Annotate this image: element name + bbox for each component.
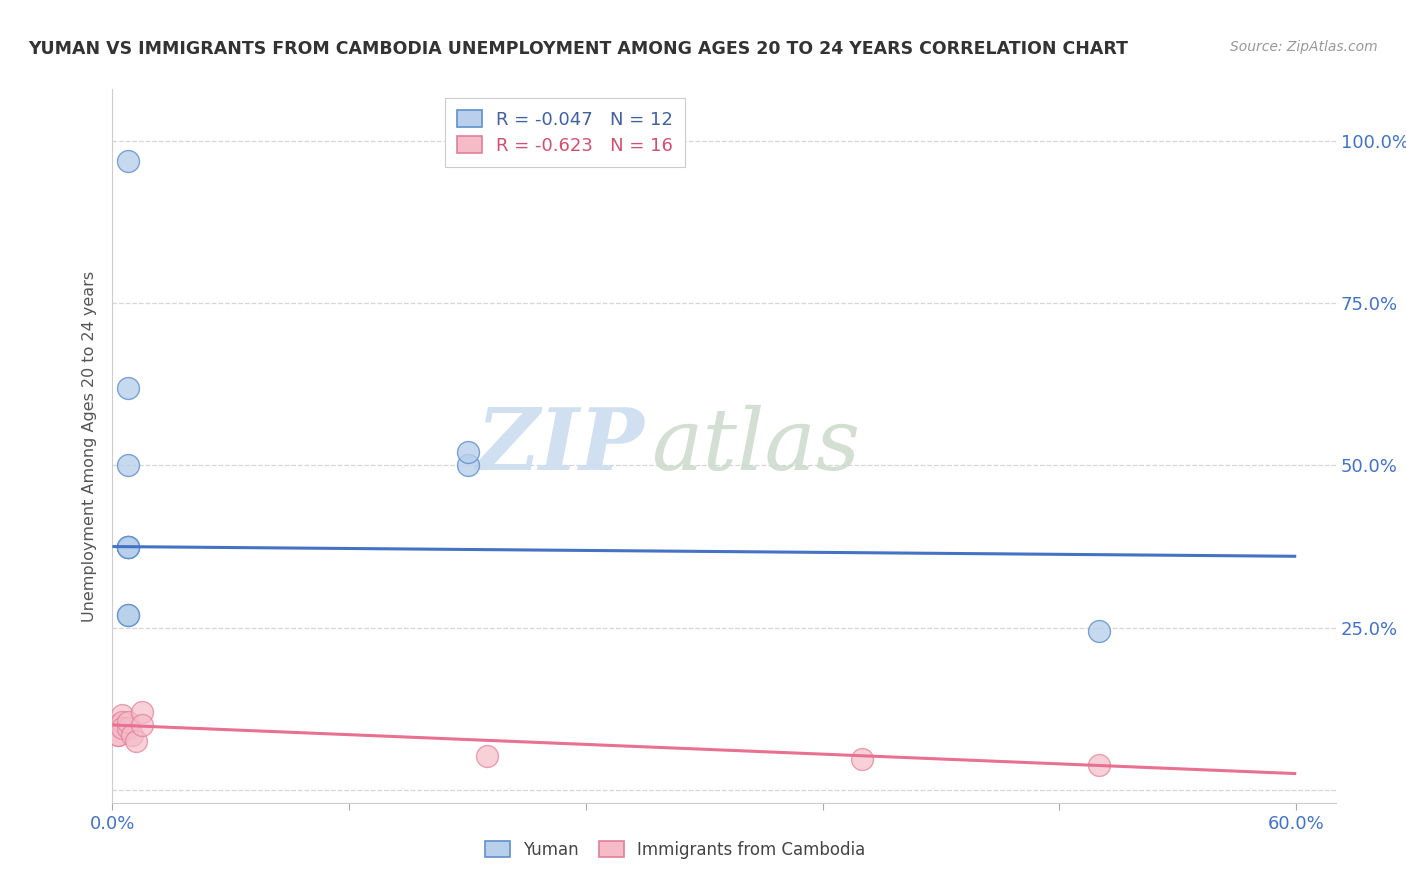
Point [1088, 624, 1111, 638]
Text: ZIP: ZIP [477, 404, 644, 488]
Point [851, 752, 873, 766]
Point [121, 728, 143, 742]
Point [117, 540, 139, 554]
Point [107, 718, 129, 732]
Legend: Yuman, Immigrants from Cambodia: Yuman, Immigrants from Cambodia [478, 835, 872, 866]
Point [131, 718, 153, 732]
Point [117, 153, 139, 168]
Point [117, 607, 139, 622]
Text: atlas: atlas [651, 405, 860, 487]
Point [117, 714, 139, 729]
Text: Source: ZipAtlas.com: Source: ZipAtlas.com [1230, 40, 1378, 54]
Point [117, 540, 139, 554]
Point [117, 458, 139, 473]
Y-axis label: Unemployment Among Ages 20 to 24 years: Unemployment Among Ages 20 to 24 years [82, 270, 97, 622]
Point [457, 445, 479, 459]
Point [1088, 758, 1111, 772]
Point [107, 728, 129, 742]
Point [107, 718, 129, 732]
Point [457, 458, 479, 473]
Point [477, 749, 499, 764]
Point [117, 607, 139, 622]
Point [111, 708, 134, 723]
Point [111, 714, 134, 729]
Point [107, 728, 129, 742]
Point [117, 540, 139, 554]
Point [117, 540, 139, 554]
Point [117, 381, 139, 395]
Point [131, 705, 153, 719]
Point [111, 721, 134, 735]
Point [125, 734, 148, 748]
Point [117, 721, 139, 735]
Text: YUMAN VS IMMIGRANTS FROM CAMBODIA UNEMPLOYMENT AMONG AGES 20 TO 24 YEARS CORRELA: YUMAN VS IMMIGRANTS FROM CAMBODIA UNEMPL… [28, 40, 1128, 58]
